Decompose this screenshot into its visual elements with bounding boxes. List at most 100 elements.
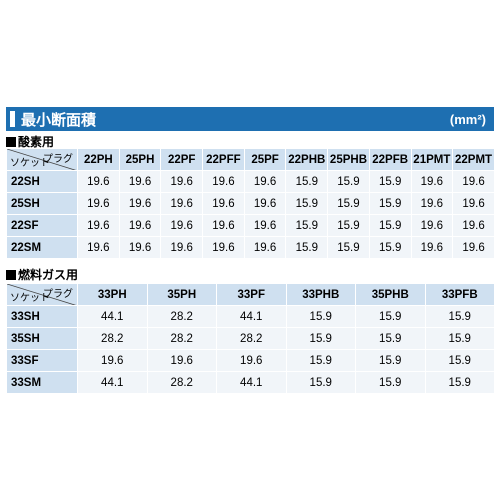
row-header: 22SH	[6, 170, 78, 193]
table-row: 25SH 19.6 19.6 19.6 19.6 19.6 15.9 15.9 15.9 19.6…	[6, 192, 495, 215]
table-cell: 15.9	[327, 214, 370, 237]
table-cell: 19.6	[410, 214, 454, 237]
table-cell: 28.2	[146, 327, 217, 350]
title-group: 最小断面積	[10, 109, 96, 130]
row-header: 33SF	[6, 349, 78, 372]
table-cell: 15.9	[368, 236, 412, 259]
column-header: 35PH	[146, 283, 217, 306]
oxygen-table: プラグ ソケット 22PH 25PH 22PF 22PFF 25PF 22PHB 25PHB…	[6, 148, 495, 259]
table-cell: 19.6	[118, 170, 162, 193]
table-row: 22SF 19.6 19.6 19.6 19.6 19.6 15.9 15.9 15.9 19.6…	[6, 214, 495, 237]
table-header-row: プラグ ソケット 22PH 25PH 22PF 22PFF 25PF 22PHB 25PHB…	[6, 148, 495, 171]
table-cell: 19.6	[146, 349, 217, 372]
table-row: 33SF 19.6 19.6 19.6 15.9 15.9 15.9	[6, 349, 495, 372]
table-cell: 19.6	[160, 170, 204, 193]
table-cell: 19.6	[410, 192, 454, 215]
table-cell: 44.1	[77, 371, 148, 394]
table-cell: 19.6	[202, 170, 245, 193]
table-cell: 44.1	[216, 371, 287, 394]
table-cell: 19.6	[77, 170, 120, 193]
table-cell: 15.9	[355, 327, 426, 350]
table-cell: 19.6	[77, 349, 148, 372]
table-cell: 28.2	[77, 327, 148, 350]
column-header: 22PH	[77, 148, 120, 171]
table-cell: 28.2	[216, 327, 287, 350]
table-cell: 15.9	[285, 214, 329, 237]
column-header: 33PF	[216, 283, 287, 306]
plug-label: プラグ	[43, 289, 73, 300]
table-row: 35SH 28.2 28.2 28.2 15.9 15.9 15.9	[6, 327, 495, 350]
table-cell: 19.6	[118, 236, 162, 259]
square-bullet-icon	[6, 269, 16, 280]
row-header: 35SH	[6, 327, 78, 350]
table-cell: 15.9	[424, 349, 495, 372]
table-header-row: プラグ ソケット 33PH 35PH 33PF 33PHB 35PHB 33PFB	[6, 283, 495, 306]
table-cell: 15.9	[285, 192, 329, 215]
table-cell: 19.6	[77, 236, 120, 259]
socket-label: ソケット	[10, 158, 50, 169]
table-cell: 15.9	[368, 170, 412, 193]
column-header: 22PFF	[202, 148, 245, 171]
table-cell: 19.6	[452, 192, 495, 215]
square-bullet-icon	[6, 136, 16, 147]
table-cell: 28.2	[146, 371, 217, 394]
table-cell: 19.6	[160, 236, 204, 259]
table-cell: 19.6	[452, 214, 495, 237]
table-cell: 44.1	[77, 305, 148, 328]
table-cell: 15.9	[285, 305, 356, 328]
table-cell: 15.9	[327, 170, 370, 193]
column-header: 22PF	[160, 148, 204, 171]
table-cell: 15.9	[355, 349, 426, 372]
column-header: 35PHB	[355, 283, 426, 306]
row-header: 22SM	[6, 236, 78, 259]
column-header: 33PFB	[424, 283, 495, 306]
title-bar: 最小断面積 (mm²)	[6, 107, 494, 131]
plug-label: プラグ	[43, 154, 73, 165]
table-cell: 19.6	[243, 236, 287, 259]
table-cell: 19.6	[202, 236, 245, 259]
table-cell: 19.6	[243, 170, 287, 193]
table-cell: 15.9	[285, 349, 356, 372]
table-cell: 15.9	[368, 192, 412, 215]
unit-label: (mm²)	[449, 111, 486, 127]
table-cell: 19.6	[410, 236, 454, 259]
table-cell: 28.2	[146, 305, 217, 328]
table-cell: 19.6	[160, 192, 204, 215]
row-header: 33SM	[6, 371, 78, 394]
page-title: 最小断面積	[21, 110, 97, 129]
table-cell: 15.9	[355, 305, 426, 328]
section-label-oxygen: 酸素用	[6, 133, 54, 150]
column-header: 22PMT	[452, 148, 495, 171]
table-row: 33SH 44.1 28.2 44.1 15.9 15.9 15.9	[6, 305, 495, 328]
corner-cell: プラグ ソケット	[6, 148, 78, 171]
column-header: 25PH	[118, 148, 162, 171]
row-header: 22SF	[6, 214, 78, 237]
table-row: 33SM 44.1 28.2 44.1 15.9 15.9 15.9	[6, 371, 495, 394]
corner-cell: プラグ ソケット	[6, 283, 78, 306]
table-cell: 19.6	[160, 214, 204, 237]
table-cell: 15.9	[368, 214, 412, 237]
table-row: 22SH 19.6 19.6 19.6 19.6 19.6 15.9 15.9 15.9 19.6…	[6, 170, 495, 193]
table-cell: 15.9	[424, 327, 495, 350]
row-header: 33SH	[6, 305, 78, 328]
table-cell: 15.9	[285, 327, 356, 350]
column-header: 33PH	[77, 283, 148, 306]
section-title: 酸素用	[18, 135, 55, 149]
table-cell: 19.6	[77, 192, 120, 215]
table-cell: 19.6	[216, 349, 287, 372]
table-cell: 15.9	[424, 305, 495, 328]
section-title: 燃料ガス用	[18, 268, 79, 282]
table-cell: 15.9	[285, 170, 329, 193]
column-header: 25PF	[243, 148, 287, 171]
table-row: 22SM 19.6 19.6 19.6 19.6 19.6 15.9 15.9 15.9 19.6…	[6, 236, 495, 259]
socket-label: ソケット	[10, 293, 50, 304]
row-header: 25SH	[6, 192, 78, 215]
column-header: 25PHB	[327, 148, 370, 171]
fuel-gas-table: プラグ ソケット 33PH 35PH 33PF 33PHB 35PHB 33PFB 33S…	[6, 283, 495, 394]
table-cell: 19.6	[118, 214, 162, 237]
table-cell: 19.6	[452, 236, 495, 259]
table-cell: 15.9	[424, 371, 495, 394]
diagonal-line	[7, 149, 75, 170]
table-cell: 44.1	[216, 305, 287, 328]
table-cell: 19.6	[452, 170, 495, 193]
